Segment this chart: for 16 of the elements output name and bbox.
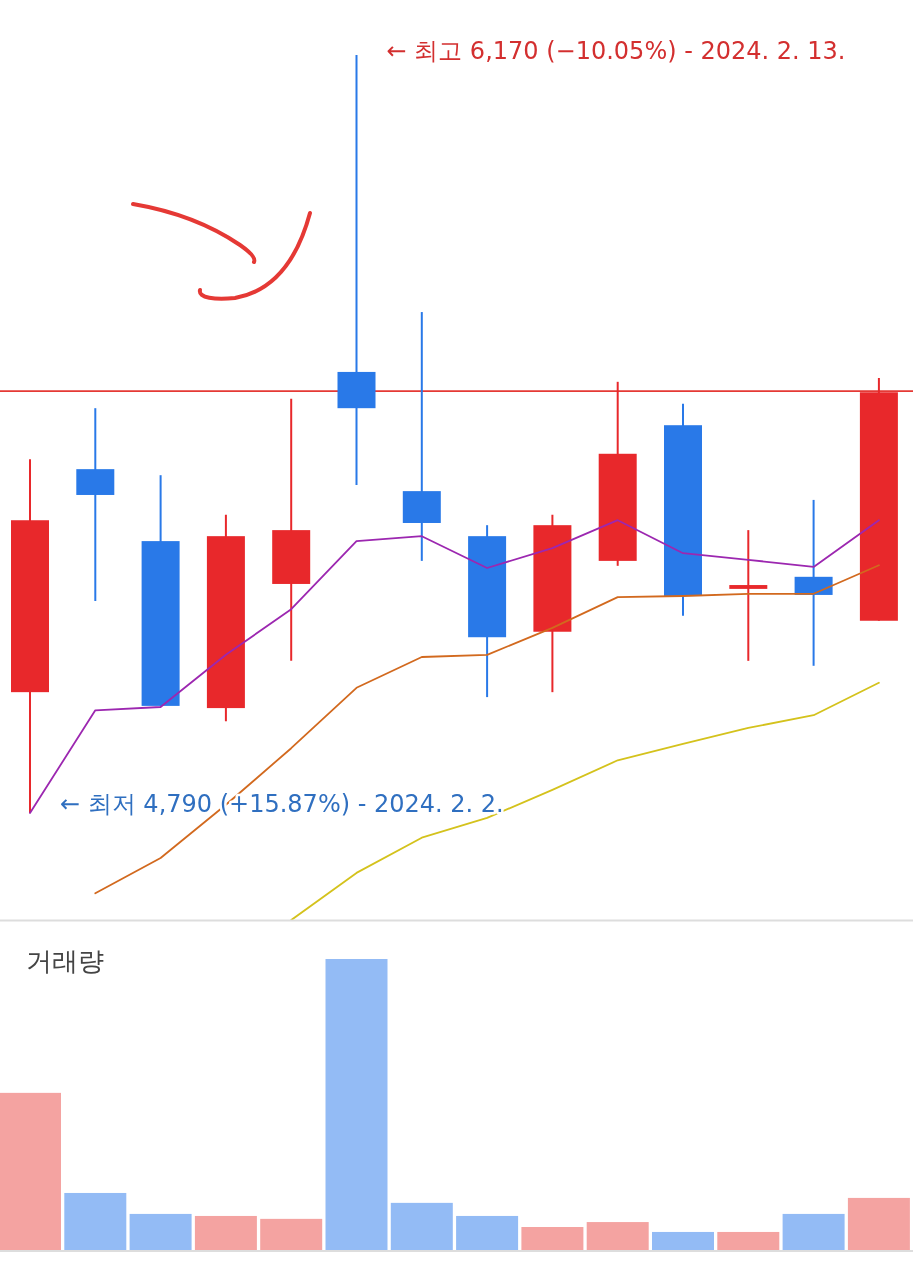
bar bbox=[390, 1202, 453, 1250]
bar bbox=[456, 1215, 519, 1250]
bar bbox=[586, 1222, 649, 1250]
bar bbox=[129, 1213, 192, 1250]
chart-title: 거래량 bbox=[26, 946, 104, 976]
bar bbox=[521, 1227, 584, 1250]
bar bbox=[325, 959, 388, 1250]
bar bbox=[782, 1213, 845, 1250]
bar bbox=[847, 1197, 910, 1250]
bar bbox=[717, 1231, 780, 1250]
bar bbox=[260, 1218, 323, 1250]
bar bbox=[194, 1215, 257, 1250]
bar bbox=[652, 1231, 714, 1250]
annotation: ← 최고 6,170 (−10.05%) - 2024. 2. 13. bbox=[386, 37, 846, 65]
bar bbox=[64, 1192, 127, 1250]
bar bbox=[0, 1092, 61, 1250]
